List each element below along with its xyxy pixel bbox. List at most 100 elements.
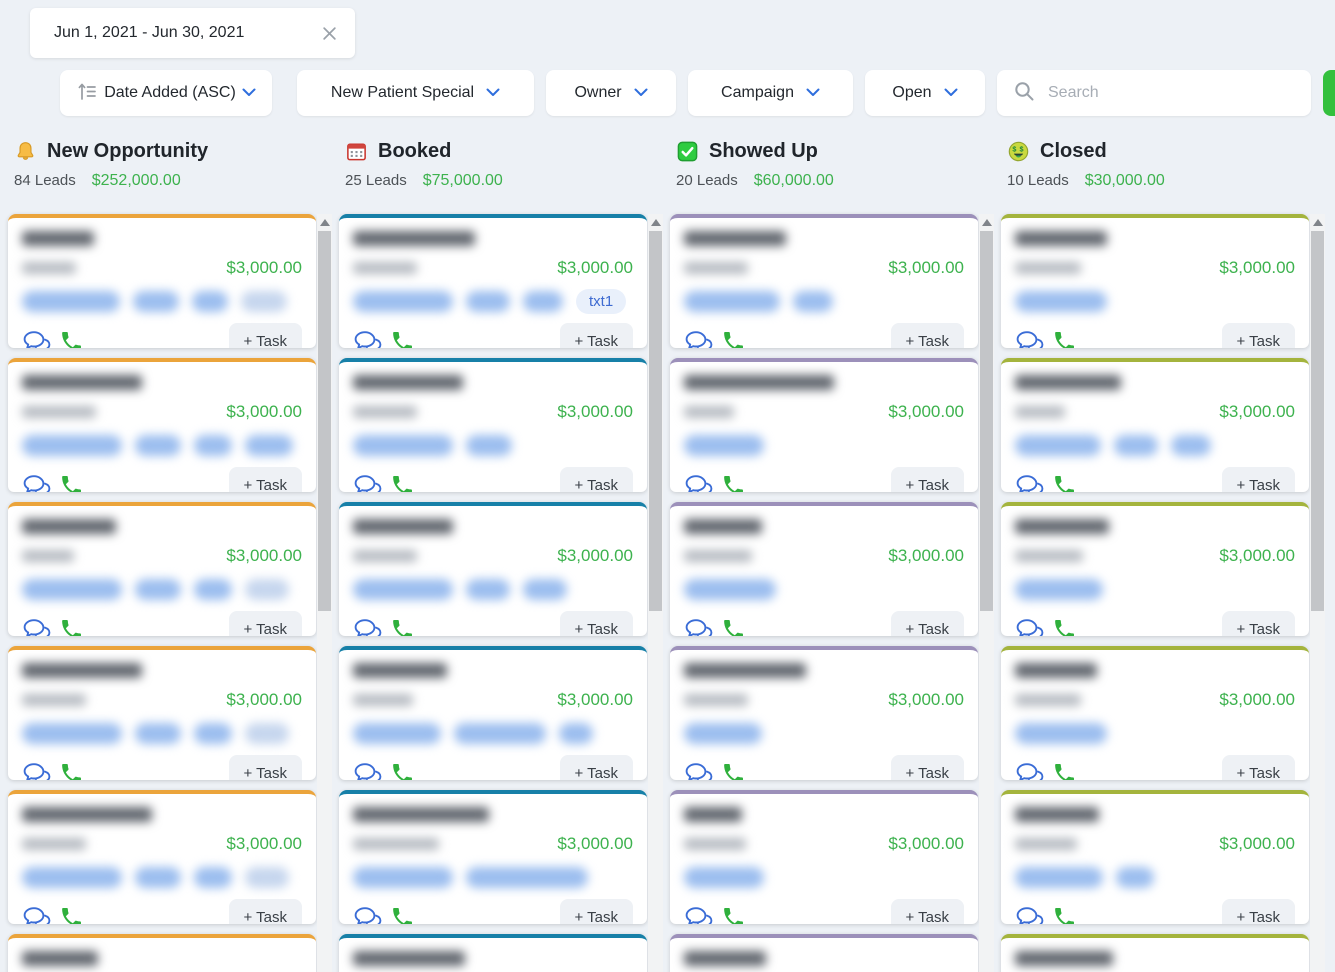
add-task-button[interactable]: + Task [228,323,302,348]
phone-icon[interactable] [1052,761,1077,780]
chat-icon[interactable] [22,906,52,924]
lead-card[interactable]: $3,000.00 + Task [339,646,647,780]
add-opportunity-button[interactable]: + [1323,70,1335,116]
lead-card[interactable]: $3,000.00 + Task [670,214,978,348]
add-task-button[interactable]: + Task [228,467,302,492]
phone-icon[interactable] [390,905,415,924]
lead-card[interactable]: $3,000.00 + Task [339,358,647,492]
phone-icon[interactable] [59,617,84,636]
close-icon[interactable] [322,26,337,41]
search-box[interactable] [997,70,1311,116]
column-scrollbar[interactable] [1310,214,1325,972]
add-task-button[interactable]: + Task [228,899,302,924]
chat-icon[interactable] [353,474,383,492]
scrollbar-up-arrow-icon[interactable] [650,219,661,226]
phone-icon[interactable] [1052,617,1077,636]
phone-icon[interactable] [390,761,415,780]
add-task-button[interactable]: + Task [559,467,633,492]
lead-card[interactable]: $3,000.00 + Task [1001,790,1309,924]
phone-icon[interactable] [390,329,415,348]
add-task-button[interactable]: + Task [559,611,633,636]
phone-icon[interactable] [1052,905,1077,924]
lead-card[interactable]: $3,000.00 + Task [1001,358,1309,492]
phone-icon[interactable] [59,905,84,924]
lead-card[interactable]: $3,000.00 + Task [670,646,978,780]
lead-card[interactable]: $3,000.00 txt1 + Task [339,214,647,348]
scrollbar-thumb[interactable] [649,231,662,611]
column-scrollbar[interactable] [648,214,663,972]
add-task-button[interactable]: + Task [890,899,964,924]
owner-filter-button[interactable]: Owner [546,70,676,116]
scrollbar-thumb[interactable] [318,231,331,611]
column-scrollbar[interactable] [979,214,994,972]
chat-icon[interactable] [1015,330,1045,348]
column-scrollbar[interactable] [317,214,332,972]
sort-filter-button[interactable]: Date Added (ASC) [60,70,272,116]
phone-icon[interactable] [721,905,746,924]
scrollbar-up-arrow-icon[interactable] [981,219,992,226]
add-task-button[interactable]: + Task [559,755,633,780]
chat-icon[interactable] [684,762,714,780]
lead-card[interactable] [8,934,316,972]
add-task-button[interactable]: + Task [1221,467,1295,492]
scrollbar-thumb[interactable] [1311,231,1324,611]
add-task-button[interactable]: + Task [890,467,964,492]
lead-card[interactable]: $3,000.00 + Task [670,502,978,636]
search-input[interactable] [1048,84,1278,102]
chat-icon[interactable] [22,474,52,492]
lead-card[interactable]: $3,000.00 + Task [8,790,316,924]
phone-icon[interactable] [59,329,84,348]
add-task-button[interactable]: + Task [228,611,302,636]
lead-card[interactable]: $3,000.00 + Task [339,502,647,636]
add-task-button[interactable]: + Task [1221,755,1295,780]
status-filter-button[interactable]: Open [865,70,985,116]
chat-icon[interactable] [684,906,714,924]
date-range-filter-chip[interactable]: Jun 1, 2021 - Jun 30, 2021 [30,8,355,58]
campaign-filter-button[interactable]: Campaign [688,70,853,116]
lead-card[interactable]: $3,000.00 + Task [1001,502,1309,636]
add-task-button[interactable]: + Task [1221,323,1295,348]
phone-icon[interactable] [59,761,84,780]
chat-icon[interactable] [684,618,714,636]
lead-card[interactable]: $3,000.00 + Task [8,502,316,636]
lead-card[interactable] [670,934,978,972]
phone-icon[interactable] [721,473,746,492]
chat-icon[interactable] [684,330,714,348]
phone-icon[interactable] [721,617,746,636]
chat-icon[interactable] [353,762,383,780]
chat-icon[interactable] [353,618,383,636]
scrollbar-up-arrow-icon[interactable] [1312,219,1323,226]
chat-icon[interactable] [353,330,383,348]
chat-icon[interactable] [1015,762,1045,780]
lead-card[interactable]: $3,000.00 + Task [8,358,316,492]
phone-icon[interactable] [390,473,415,492]
add-task-button[interactable]: + Task [228,755,302,780]
lead-card[interactable]: $3,000.00 + Task [339,790,647,924]
lead-card[interactable] [339,934,647,972]
lead-card[interactable]: $3,000.00 + Task [1001,646,1309,780]
scrollbar-up-arrow-icon[interactable] [319,219,330,226]
phone-icon[interactable] [390,617,415,636]
chat-icon[interactable] [22,618,52,636]
phone-icon[interactable] [721,329,746,348]
add-task-button[interactable]: + Task [1221,611,1295,636]
add-task-button[interactable]: + Task [890,323,964,348]
phone-icon[interactable] [1052,329,1077,348]
phone-icon[interactable] [59,473,84,492]
chat-icon[interactable] [1015,906,1045,924]
chat-icon[interactable] [684,474,714,492]
chat-icon[interactable] [1015,474,1045,492]
lead-card[interactable]: $3,000.00 + Task [670,358,978,492]
add-task-button[interactable]: + Task [559,323,633,348]
chat-icon[interactable] [353,906,383,924]
phone-icon[interactable] [1052,473,1077,492]
lead-card[interactable] [1001,934,1309,972]
add-task-button[interactable]: + Task [890,611,964,636]
scrollbar-thumb[interactable] [980,231,993,611]
lead-card[interactable]: $3,000.00 + Task [1001,214,1309,348]
chat-icon[interactable] [1015,618,1045,636]
phone-icon[interactable] [721,761,746,780]
chat-icon[interactable] [22,330,52,348]
chat-icon[interactable] [22,762,52,780]
lead-card[interactable]: $3,000.00 + Task [8,646,316,780]
